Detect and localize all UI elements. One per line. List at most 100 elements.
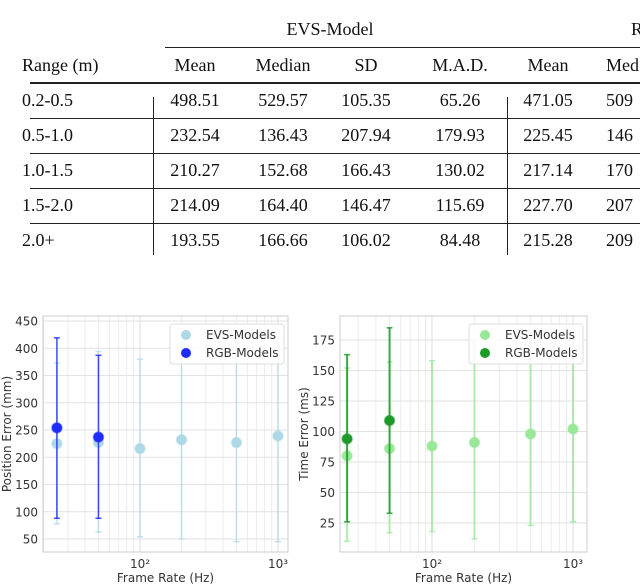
y-tick-label: 150 <box>15 478 38 492</box>
data-point <box>51 422 63 434</box>
plot-frame <box>42 315 289 553</box>
y-tick-label: 450 <box>15 315 38 329</box>
table-cell: 232.54 <box>170 125 220 145</box>
table-cell: 193.55 <box>170 230 220 250</box>
legend-box <box>468 323 584 365</box>
table-cell: 207.94 <box>341 125 391 145</box>
data-point <box>468 436 481 449</box>
table-cell: 84.48 <box>439 230 481 250</box>
group-rule <box>165 47 640 48</box>
legend-marker <box>480 348 490 358</box>
column-header: M.A.D. <box>432 55 488 75</box>
position-error-chart: 50 100 150 200 250 300 350 400 450 10² 10³ Frame Ra… <box>0 315 289 584</box>
y-tick-label: 300 <box>15 396 38 410</box>
y-tick-label: 125 <box>312 395 335 409</box>
table-cell: 214.09 <box>170 195 220 215</box>
y-tick-label: 100 <box>15 505 38 519</box>
column-header: Median <box>255 55 311 75</box>
table-cell: 166.43 <box>341 160 391 180</box>
row-rule <box>30 188 640 189</box>
table-cell: 471.05 <box>523 90 573 110</box>
group-header-evs: EVS-Model <box>286 19 374 39</box>
row-rule <box>30 118 640 119</box>
table-cell: 217.14 <box>523 160 573 180</box>
legend-marker <box>480 330 490 340</box>
data-point <box>175 434 188 446</box>
plot-frame <box>339 315 588 553</box>
vertical-divider <box>507 97 508 255</box>
y-tick-label: 250 <box>15 424 38 438</box>
x-axis-label: Frame Rate (Hz) <box>117 571 214 584</box>
table-cell: 1.0-1.5 <box>22 160 73 180</box>
table-cell: 146.47 <box>341 195 391 215</box>
table-cell: 115.69 <box>435 195 485 215</box>
table-cell: 225.45 <box>523 125 573 145</box>
legend-label: EVS-Models <box>505 328 575 342</box>
table-cell: 136.43 <box>258 125 308 145</box>
legend-box <box>169 323 285 365</box>
legend-marker <box>181 330 191 340</box>
table-cell: 0.2-0.5 <box>22 90 73 110</box>
table-cell: 164.40 <box>258 195 308 215</box>
table-cell: 227.70 <box>523 195 573 215</box>
table-cell: 0.5-1.0 <box>22 125 73 145</box>
table-cell: 209 <box>606 230 633 250</box>
time-error-chart: 25 50 75 100 125 150 175 10² 10³ Frame Rate (Hz) T… <box>297 315 588 584</box>
data-point <box>341 433 353 445</box>
table-cell: 210.27 <box>170 160 220 180</box>
table-cell: 65.26 <box>439 90 481 110</box>
data-point <box>567 423 579 435</box>
column-header: SD <box>354 55 378 75</box>
x-tick-label: 10² <box>422 557 442 571</box>
y-tick-label: 100 <box>312 425 335 439</box>
y-tick-label: 200 <box>15 451 38 465</box>
x-tick-label: 10³ <box>268 557 288 571</box>
y-axis-label: Position Error (mm) <box>0 376 14 492</box>
group-header-rgb: R <box>631 19 640 39</box>
x-axis-label: Frame Rate (Hz) <box>415 571 512 584</box>
column-header: Mean <box>174 55 216 75</box>
legend-label: RGB-Models <box>505 346 577 360</box>
x-tick-label: 10² <box>130 557 150 571</box>
table-cell: 146 <box>606 125 633 145</box>
data-point <box>92 431 105 443</box>
data-point <box>272 430 284 442</box>
table-cell: 215.28 <box>523 230 573 250</box>
table-cell: 130.02 <box>435 160 485 180</box>
data-point <box>134 442 146 455</box>
y-tick-label: 25 <box>320 517 335 531</box>
column-header: Med <box>606 55 639 75</box>
y-tick-label: 50 <box>320 486 335 500</box>
data-point <box>524 428 537 440</box>
y-axis-label: Time Error (ms) <box>297 387 311 482</box>
table-cell: 105.35 <box>341 90 391 110</box>
y-tick-label: 350 <box>15 369 38 383</box>
table-cell: 106.02 <box>341 230 391 250</box>
column-header: Mean <box>527 55 569 75</box>
table-cell: 529.57 <box>258 90 308 110</box>
x-tick-label: 10³ <box>563 557 583 571</box>
row-rule <box>30 223 640 224</box>
table-cell: 170 <box>606 160 633 180</box>
y-tick-label: 50 <box>23 533 38 547</box>
table-cell: 498.51 <box>170 90 220 110</box>
table-cell: 166.66 <box>258 230 308 250</box>
y-tick-label: 400 <box>15 342 38 356</box>
y-tick-label: 75 <box>320 456 335 470</box>
data-point <box>383 414 396 427</box>
header-rule <box>30 82 640 84</box>
data-point <box>230 436 243 449</box>
table-cell: 1.5-2.0 <box>22 195 73 215</box>
y-tick-label: 150 <box>312 364 335 378</box>
legend-label: RGB-Models <box>206 346 278 360</box>
row-rule <box>30 153 640 154</box>
table-cell: 2.0+ <box>22 230 55 250</box>
legend-marker <box>181 348 191 358</box>
column-header: Range (m) <box>22 55 99 75</box>
table-cell: 179.93 <box>435 125 485 145</box>
table-cell: 509 <box>606 90 633 110</box>
table-cell: 207 <box>606 195 633 215</box>
y-tick-label: 175 <box>312 334 335 348</box>
legend-label: EVS-Models <box>206 328 276 342</box>
table-cell: 152.68 <box>258 160 308 180</box>
